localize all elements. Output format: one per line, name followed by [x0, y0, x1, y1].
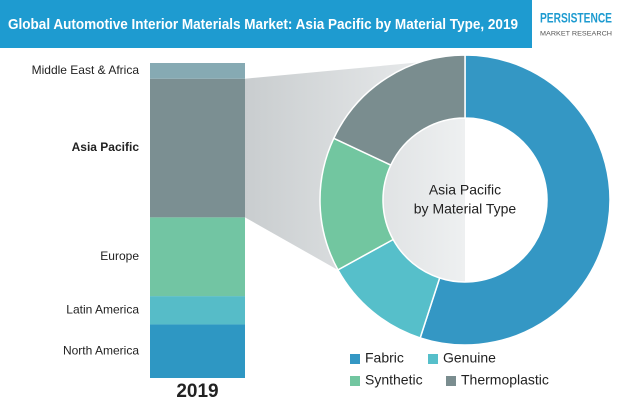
series-label: North America: [63, 343, 139, 357]
series-label: Middle East & Africa: [32, 63, 140, 77]
bar-segment: [150, 324, 245, 378]
bar-segment: [150, 78, 245, 218]
logo-name: PERSISTENCE: [540, 10, 612, 26]
legend-swatch: [350, 376, 360, 386]
legend-swatch: [428, 354, 438, 364]
series-label: Asia Pacific: [72, 140, 140, 154]
legend-swatch: [350, 354, 360, 364]
logo-subtitle: MARKET RESEARCH: [540, 31, 612, 38]
center-label: Asia Pacific: [429, 182, 501, 198]
donut-slice: [419, 54, 611, 346]
bar-segment: [150, 217, 245, 297]
bar-segment: [150, 296, 245, 325]
legend-label: Genuine: [443, 350, 496, 366]
title-band: [0, 0, 532, 48]
series-label: Latin America: [66, 302, 139, 316]
donut-slice: [332, 54, 466, 167]
legend-label: Fabric: [365, 350, 404, 366]
chart-title: Global Automotive Interior Materials Mar…: [8, 16, 518, 33]
series-label: Europe: [100, 249, 139, 263]
legend-label: Thermoplastic: [461, 372, 549, 388]
x-label: 2019: [176, 381, 218, 402]
legend-label: Synthetic: [365, 372, 423, 388]
center-label: by Material Type: [414, 201, 517, 217]
legend-swatch: [446, 376, 456, 386]
bar-segment: [150, 63, 245, 79]
